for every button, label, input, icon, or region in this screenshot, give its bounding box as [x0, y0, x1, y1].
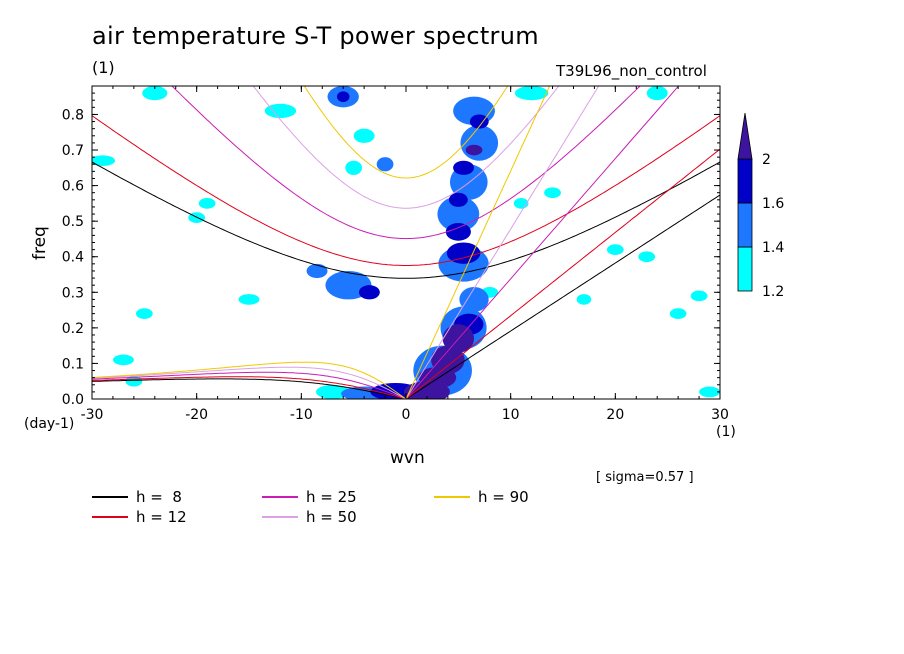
- colorbar-label: 1.4: [762, 240, 784, 256]
- sigma-note: [ sigma=0.57 ]: [596, 470, 694, 485]
- legend-swatch: [262, 516, 298, 518]
- rossby-curve-h12: [92, 376, 407, 399]
- x-tick-label: 10: [502, 407, 520, 423]
- rossby-curve-h90: [92, 361, 407, 399]
- contour-blob: [690, 290, 708, 302]
- y-tick-label: 0.7: [62, 143, 84, 159]
- colorbar-segment: [737, 246, 753, 292]
- contour-blob: [669, 308, 687, 319]
- colorbar-label: 1.6: [762, 196, 784, 212]
- x-tick-label: -20: [185, 407, 208, 423]
- contour-blob: [112, 354, 134, 366]
- y-tick-label: 0.8: [62, 107, 84, 123]
- contour-blob: [646, 86, 668, 101]
- legend-swatch: [434, 496, 470, 498]
- x-axis-unit: (1): [716, 424, 736, 440]
- y-tick-label: 0.4: [62, 250, 84, 266]
- y-tick-label: 0.2: [62, 321, 84, 337]
- colorbar-label: 2: [762, 152, 771, 168]
- colorbar: 1.2 1.4 1.6 2: [737, 112, 784, 300]
- contour-blob: [345, 160, 363, 175]
- inertia-gravity-curve-h25: [171, 86, 641, 240]
- legend-label: h = 12: [136, 508, 187, 526]
- colorbar-arrow: [737, 112, 753, 160]
- contour-blob: [198, 198, 216, 209]
- x-tick-label: 20: [606, 407, 624, 423]
- chart-title: air temperature S-T power spectrum: [92, 22, 539, 50]
- legend-swatch: [262, 496, 298, 498]
- contour-blob: [544, 187, 561, 199]
- kelvin-curve-h25: [405, 86, 680, 399]
- power-contours: [92, 86, 720, 399]
- y-tick-label: 0.5: [62, 214, 84, 230]
- x-tick-label: -10: [290, 407, 313, 423]
- y-tick-label: 0.6: [62, 179, 84, 195]
- contour-blob: [514, 86, 549, 101]
- x-tick-label: 0: [402, 407, 411, 423]
- legend-label: h = 50: [306, 508, 357, 526]
- inertia-gravity-curve-h50: [252, 86, 560, 209]
- contour-blob: [431, 345, 465, 375]
- y-tick-label: 0.1: [62, 356, 84, 372]
- legend-swatch: [92, 516, 128, 518]
- contour-blob: [353, 128, 375, 143]
- contour-blob: [238, 294, 260, 305]
- contour-blob: [465, 144, 483, 156]
- contour-blob: [448, 192, 468, 207]
- contour-blob: [576, 294, 592, 305]
- inertia-gravity-curve-h12: [92, 115, 720, 266]
- contour-blob: [606, 244, 624, 255]
- rossby-curve-h25: [92, 371, 407, 399]
- x-tick-label: 30: [711, 407, 729, 423]
- contour-blob: [336, 91, 350, 103]
- contour-blob: [315, 384, 350, 399]
- plot-frame: [91, 85, 721, 400]
- contour-blob: [376, 157, 394, 172]
- contour-blob: [264, 103, 297, 119]
- axes: -30 -20 -10 0 10 20 30 0.0 0.1 0.2 0.3 0.4 0.5 0.6 0.7…: [62, 86, 729, 423]
- inertia-gravity-curve-h8: [92, 161, 720, 279]
- units-label: (1): [92, 58, 115, 77]
- legend-label: h = 8: [136, 488, 182, 506]
- contour-blob: [699, 386, 720, 398]
- y-tick-label: 0.3: [62, 285, 84, 301]
- dispersion-curves: [92, 86, 720, 399]
- contour-blob: [92, 155, 116, 167]
- inertia-gravity-curve-h90: [303, 86, 509, 179]
- colorbar-segment: [737, 158, 753, 204]
- y-tick-label: 0.0: [62, 392, 84, 408]
- colorbar-segment: [737, 202, 753, 248]
- kelvin-curve-h90: [405, 86, 551, 399]
- contour-blob: [469, 114, 489, 129]
- kelvin-curve-h12: [405, 148, 720, 399]
- legend-label: h = 25: [306, 488, 357, 506]
- contour-blob: [135, 308, 153, 319]
- contour-blob: [459, 286, 489, 312]
- y-axis-unit: (day-1): [24, 416, 75, 432]
- contour-blob: [358, 285, 380, 300]
- contour-blob: [306, 263, 328, 279]
- legend-swatch: [92, 496, 128, 498]
- colorbar-label: 1.2: [762, 284, 784, 300]
- contour-blob: [445, 222, 471, 241]
- rossby-curve-h8: [92, 378, 407, 399]
- contour-blob: [460, 125, 499, 161]
- x-tick-label: -30: [81, 407, 104, 423]
- contour-blob: [453, 160, 475, 175]
- rossby-curve-h50: [92, 366, 407, 399]
- contour-blob: [446, 242, 481, 264]
- legend-label: h = 90: [478, 488, 529, 506]
- x-axis-label: wvn: [390, 448, 425, 468]
- contour-blob: [638, 251, 656, 263]
- kelvin-curve-h8: [405, 194, 720, 399]
- kelvin-curve-h50: [405, 86, 600, 399]
- experiment-label: T39L96_non_control: [556, 62, 707, 80]
- contour-blob: [142, 86, 168, 101]
